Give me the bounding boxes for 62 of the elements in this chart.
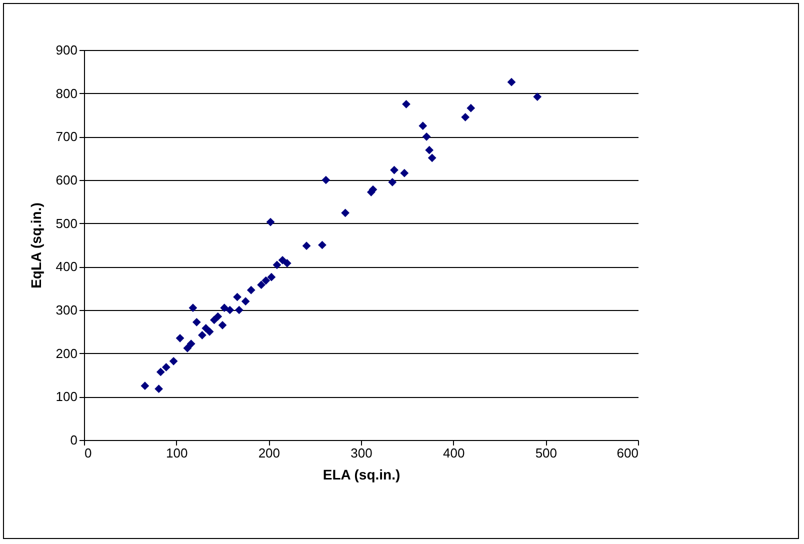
y-tick-label: 300: [56, 302, 78, 318]
point: [466, 104, 476, 112]
x-tick-label: 200: [258, 446, 280, 460]
y-tick-label: 0: [70, 432, 78, 448]
point: [388, 178, 397, 186]
point: [400, 168, 409, 178]
point: [262, 276, 270, 285]
point: [198, 330, 206, 340]
point: [461, 112, 470, 122]
point: [218, 320, 227, 330]
point: [183, 344, 192, 352]
point: [318, 240, 326, 250]
point: [278, 256, 287, 264]
point: [533, 92, 542, 101]
point: [233, 292, 242, 302]
point: [425, 146, 434, 154]
point: [418, 122, 428, 130]
point: [188, 304, 198, 312]
y-tick-label: 700: [56, 129, 78, 144]
point: [169, 356, 178, 366]
y-tick-label: 100: [56, 389, 78, 404]
point: [422, 132, 431, 141]
y-tick-label: 200: [56, 346, 78, 361]
point: [156, 368, 165, 376]
point: [267, 272, 276, 282]
x-tick-label: 100: [166, 446, 188, 460]
point: [186, 340, 196, 348]
point: [140, 382, 150, 390]
point: [266, 218, 275, 226]
x-axis-title: ELA (sq.in.): [322, 466, 400, 482]
x-tick-label: 300: [350, 446, 372, 460]
point: [205, 327, 214, 336]
point: [192, 318, 201, 326]
point: [176, 334, 184, 342]
point: [257, 280, 266, 290]
x-tick-label: 500: [535, 446, 558, 460]
y-tick-label: 500: [56, 216, 78, 231]
x-tick-label: 600: [616, 446, 638, 460]
y-tick-label: 600: [56, 172, 78, 188]
point: [402, 100, 410, 108]
x-tick-label: 0: [84, 446, 92, 460]
point: [282, 259, 292, 268]
point: [390, 166, 398, 174]
point: [162, 363, 170, 372]
point: [154, 384, 163, 394]
point: [272, 260, 282, 270]
y-tick-label: 400: [56, 259, 78, 274]
point: [234, 306, 244, 314]
point: [341, 208, 350, 218]
point: [220, 304, 229, 312]
x-tick-label: 400: [442, 446, 465, 460]
point: [428, 154, 436, 162]
y-tick-label: 800: [56, 86, 78, 101]
y-axis-title: EqLA (sq.in.): [28, 202, 44, 288]
point: [226, 306, 234, 314]
point: [507, 78, 516, 86]
y-tick-label: 900: [56, 42, 78, 58]
point: [246, 286, 256, 294]
point: [322, 176, 330, 184]
point: [214, 312, 222, 321]
point: [241, 297, 250, 306]
point: [302, 242, 311, 250]
